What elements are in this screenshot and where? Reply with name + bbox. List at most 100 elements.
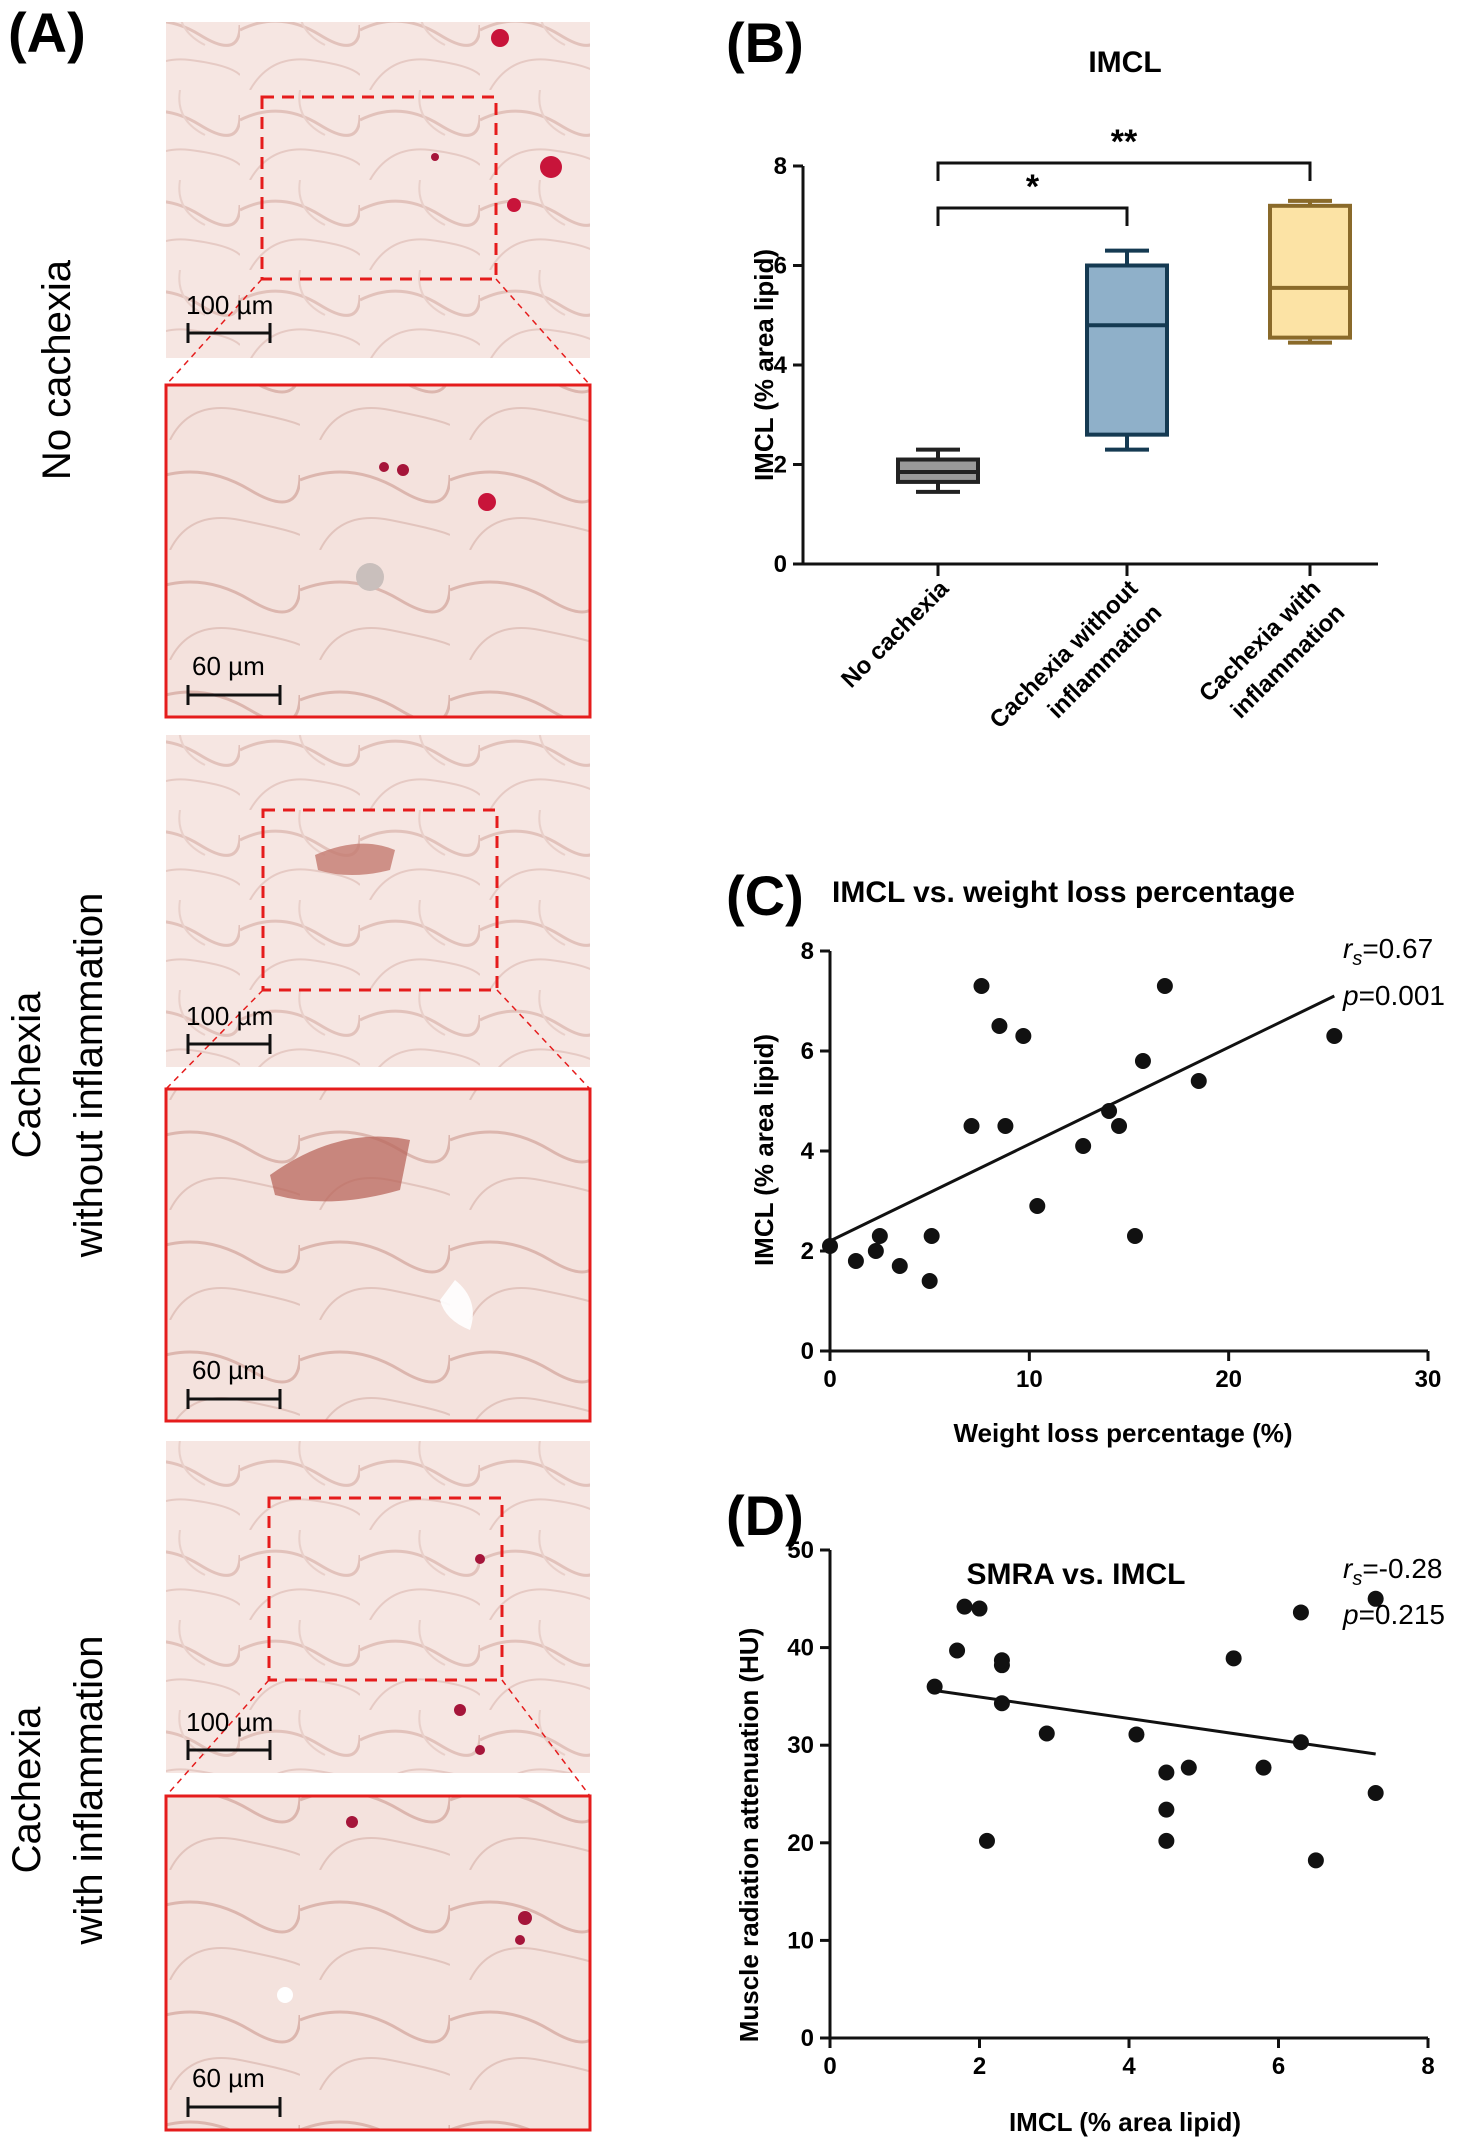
- category-labels: No cachexia Cachexia withoutinflammation C…: [836, 575, 1350, 734]
- data-point: [993, 1695, 1010, 1712]
- micrograph-cachexia-with-inflammation: 100 µm: [165, 1441, 591, 1797]
- data-point: [1292, 1604, 1309, 1621]
- bracket-line: [936, 161, 1312, 181]
- y-tick-label: 2: [774, 452, 787, 479]
- data-point: [921, 1273, 938, 1289]
- zoom-image: [164, 383, 592, 719]
- y-axis-label: Muscle radiation attenuation (HU): [734, 1628, 764, 2043]
- scale-bar-label: 60 µm: [192, 1355, 265, 1385]
- data-point: [956, 1598, 973, 1615]
- axes: 0 10 20 30 40 50 0 2 4 6 8: [787, 1537, 1434, 2080]
- category-label-line: No cachexia: [836, 575, 955, 694]
- axes: 0 2 4 6 8 0 10 20 30: [801, 938, 1442, 1393]
- data-point: [1180, 1759, 1197, 1776]
- data-point: [1128, 1726, 1145, 1743]
- category-label: Cachexia withinflammation: [1194, 575, 1350, 731]
- panel-d-scatter: (D) SMRA vs. IMCL Muscle radiation atten…: [726, 1484, 1445, 2137]
- category-label: No cachexia: [836, 575, 955, 694]
- data-point: [1225, 1650, 1242, 1667]
- data-point: [997, 1118, 1014, 1134]
- artifact-spot: [356, 563, 384, 591]
- stat-rs: rs=-0.28: [1343, 1553, 1443, 1590]
- box-3: [1268, 198, 1352, 345]
- panel-a: (A) 100 µm 60 µm: [5, 1, 592, 2132]
- lipid-droplet: [397, 464, 409, 476]
- y-tick-label: 0: [801, 1338, 814, 1365]
- significance-label: **: [1111, 123, 1138, 161]
- x-tick-label: 6: [1272, 2053, 1285, 2080]
- data-point: [1190, 1073, 1207, 1089]
- significance-label: *: [1026, 168, 1040, 206]
- y-axis-label: IMCL (% area lipid): [749, 249, 779, 481]
- x-tick-label: 10: [1016, 1366, 1043, 1393]
- zoom-connector: [495, 278, 591, 386]
- y-tick-label: 8: [774, 153, 787, 180]
- data-point: [963, 1118, 980, 1134]
- data-point: [1075, 1138, 1092, 1154]
- x-tick-label: 30: [1415, 1366, 1442, 1393]
- panel-a-letter: (A): [8, 1, 86, 64]
- zoom-region-box: [261, 808, 499, 992]
- x-tick-label: 0: [823, 2053, 836, 2080]
- lipid-droplet: [431, 153, 439, 161]
- zoom-region-box: [267, 1496, 504, 1682]
- data-point: [1367, 1785, 1384, 1802]
- data-point: [891, 1258, 908, 1274]
- x-tick-label: 4: [1122, 2053, 1136, 2080]
- significance-bracket: **: [936, 123, 1312, 181]
- y-tick-label: 6: [774, 253, 787, 280]
- lipid-cluster: [270, 1136, 410, 1202]
- points: [926, 1590, 1384, 1869]
- data-point: [1029, 1198, 1046, 1214]
- y-axis-label: IMCL (% area lipid): [749, 1034, 779, 1266]
- lipid-droplet: [491, 29, 509, 47]
- data-point: [867, 1243, 884, 1259]
- lipid-droplet: [478, 493, 496, 511]
- stat-p: p=0.001: [1342, 980, 1445, 1011]
- micrograph-zoom-cachexia-with-inflammation: 60 µm: [164, 1794, 592, 2132]
- x-axis-label: IMCL (% area lipid): [1009, 2107, 1241, 2137]
- y-tick-label: 20: [787, 1830, 814, 1857]
- data-point: [1307, 1852, 1324, 1869]
- box-body: [1085, 263, 1169, 437]
- data-point: [971, 1600, 988, 1617]
- lipid-droplet: [379, 462, 389, 472]
- panel-d-letter: (D): [726, 1484, 804, 1547]
- y-tick-label: 4: [774, 352, 788, 379]
- x-tick-label: 0: [823, 1366, 836, 1393]
- data-point: [1038, 1725, 1055, 1742]
- micrograph-image: [166, 1441, 590, 1773]
- lipid-droplet: [475, 1745, 485, 1755]
- micrograph-image: [166, 735, 590, 1067]
- panel-c-scatter: (C) IMCL vs. weight loss percentage IMCL…: [726, 864, 1445, 1448]
- zoom-region-box: [260, 95, 498, 281]
- stat-p: p=0.215: [1342, 1599, 1445, 1630]
- lipid-droplet: [540, 156, 562, 178]
- x-tick-label: 8: [1421, 2053, 1434, 2080]
- box-2: [1085, 248, 1169, 452]
- y-tick-label: 2: [801, 1238, 814, 1265]
- significance-brackets: ***: [936, 123, 1312, 226]
- data-point: [1158, 1764, 1175, 1781]
- regression-line: [829, 994, 1335, 1243]
- lipid-droplet: [515, 1935, 525, 1945]
- data-point: [1367, 1590, 1384, 1607]
- panel-b-letter: (B): [726, 11, 804, 74]
- scale-bar-label: 60 µm: [192, 651, 265, 681]
- lipid-droplet: [507, 198, 521, 212]
- data-point: [1111, 1118, 1128, 1134]
- row-label-no-cachexia: No cachexia: [35, 259, 79, 480]
- zoom-connector: [165, 989, 264, 1090]
- y-tick-label: 30: [787, 1732, 814, 1759]
- bracket-line: [936, 206, 1129, 226]
- data-point: [923, 1228, 940, 1244]
- scale-bar-label: 100 µm: [186, 290, 273, 320]
- data-point: [822, 1238, 838, 1254]
- panel-c-letter: (C): [726, 864, 804, 927]
- chart-title: SMRA vs. IMCL: [967, 1558, 1186, 1591]
- axes: 0 2 4 6 8: [774, 153, 1378, 578]
- stat-rs: rs=0.67: [1343, 933, 1433, 970]
- data-point: [1101, 1103, 1118, 1119]
- y-tick-label: 40: [787, 1635, 814, 1662]
- lipid-cluster: [315, 843, 395, 875]
